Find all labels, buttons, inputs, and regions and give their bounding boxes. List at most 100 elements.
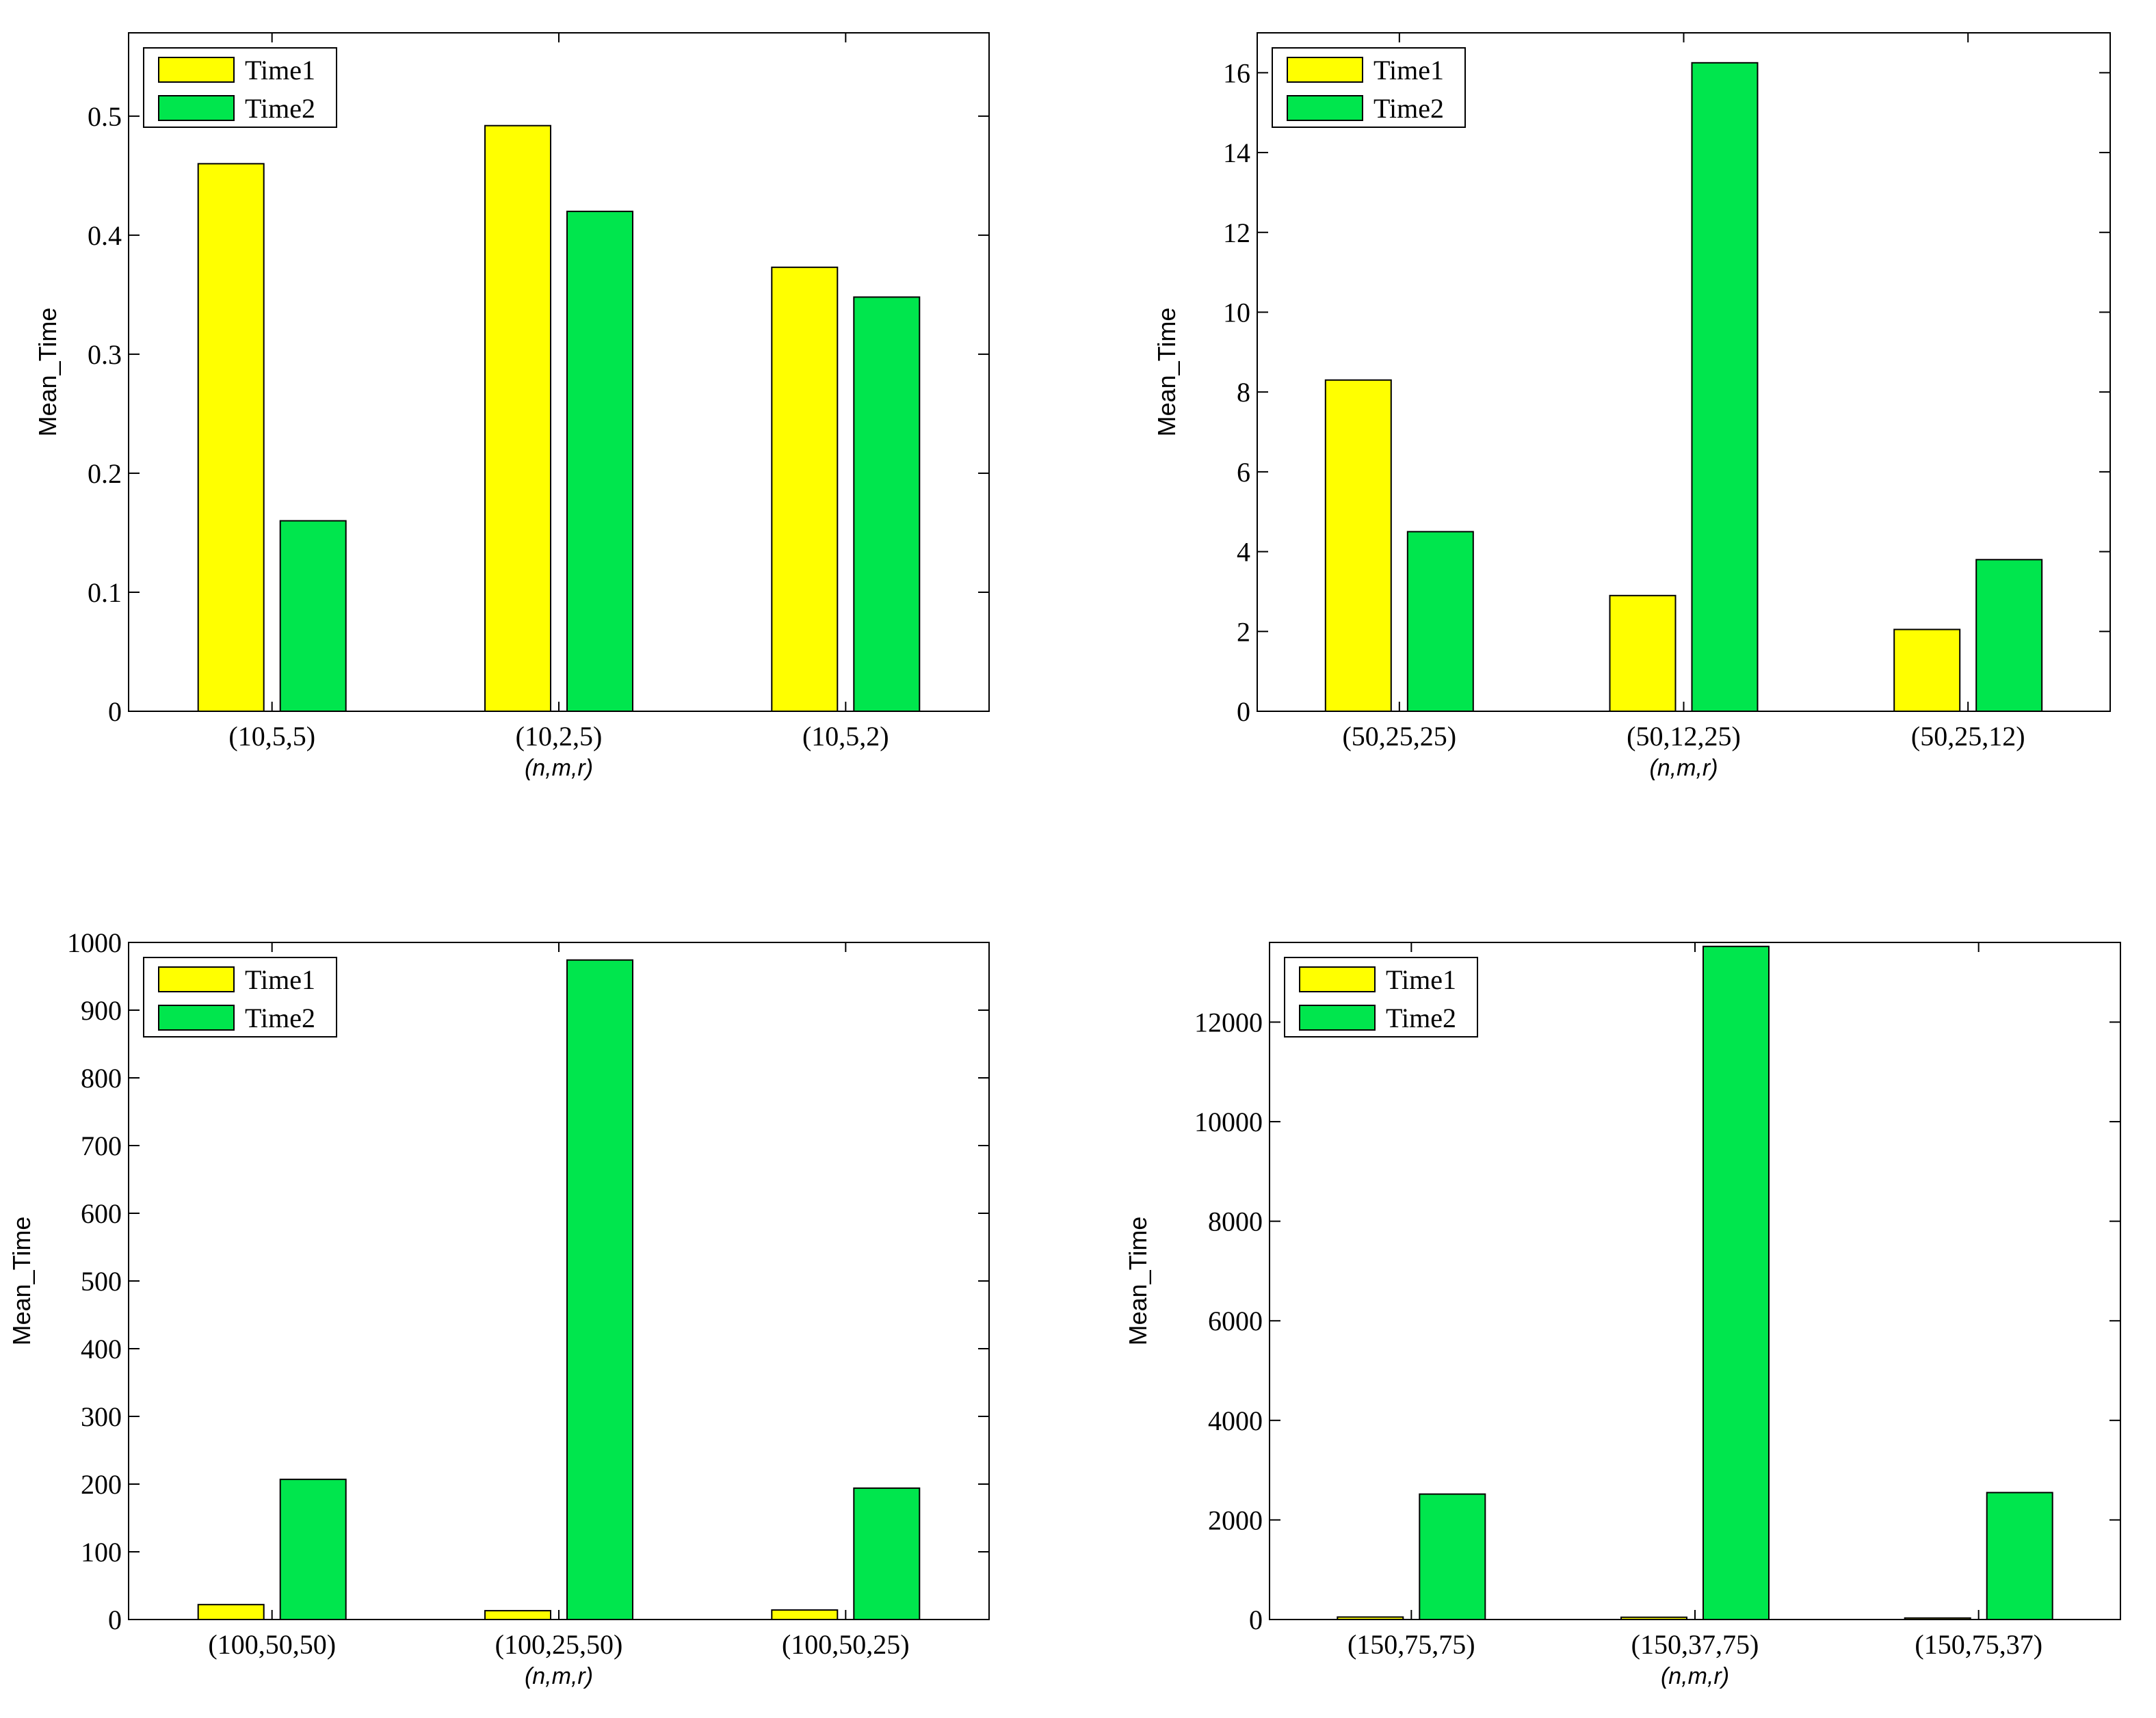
y-tick-label: 10000 [1194,1107,1263,1137]
y-tick-label: 2000 [1208,1505,1263,1535]
y-tick-label: 6 [1237,457,1250,488]
y-tick-label: 12000 [1194,1007,1263,1038]
y-tick-label: 0.4 [88,220,122,251]
x-tick-label: (100,50,50) [208,1629,336,1660]
x-tick-label: (150,75,37) [1915,1629,2042,1660]
bar-time1-1 [197,163,265,712]
x-tick-label: (100,25,50) [495,1629,623,1660]
legend: Time1 Time2 [1272,47,1466,128]
bar-time2-1 [1406,531,1474,713]
axes-frame [128,32,990,712]
axes-frame [1269,942,2121,1620]
bar-time1-1 [1324,379,1392,712]
y-tick-label: 14 [1223,137,1250,168]
bar-time2-1 [279,1479,347,1621]
legend-swatch-time1 [158,966,235,992]
y-axis-label: Mean_Time [1153,308,1181,437]
x-tick-label: (10,5,2) [802,721,889,752]
bar-time2-2 [1691,62,1759,713]
x-tick-label: (10,2,5) [516,721,603,752]
bar-time2-3 [853,296,921,712]
legend-label-time2: Time2 [245,93,315,124]
y-tick-label: 0.2 [88,458,122,489]
y-tick-label: 700 [81,1131,122,1161]
y-axis-label: Mean_Time [8,1217,36,1346]
bar-time2-2 [566,211,633,713]
axes-frame [1257,32,2111,712]
axes-frame [128,942,990,1620]
y-tick-label: 12 [1223,217,1250,248]
y-tick-label: 4 [1237,537,1250,568]
legend-swatch-time1 [1299,966,1376,992]
legend-label-time2: Time2 [1386,1003,1456,1033]
legend-swatch-time1 [158,57,235,83]
y-tick-label: 0 [108,696,122,727]
chart-panel-2: (50,25,25) (50,12,25) (50,25,12) 0 2 4 6 8 10 12 1… [1153,32,2111,781]
bar-time2-2 [566,959,633,1620]
legend-swatch-time1 [1287,57,1363,83]
x-tick-label: (50,25,25) [1342,721,1456,752]
y-tick-label: 16 [1223,57,1250,88]
x-tick-label: (50,25,12) [1911,721,2025,752]
legend-label-time1: Time1 [245,964,315,995]
bar-time2-3 [1986,1492,2053,1620]
y-axis-label: Mean_Time [1124,1217,1152,1346]
legend: Time1 Time2 [1284,957,1478,1038]
bar-time1-3 [771,1609,839,1621]
y-tick-label: 100 [81,1537,122,1568]
y-tick-label: 300 [81,1401,122,1432]
y-axis-label: Mean_Time [34,308,62,437]
bar-time2-1 [279,520,347,712]
chart-panel-3: (100,50,50) (100,25,50) (100,50,25) 0 100 200… [8,927,990,1689]
legend-label-time2: Time2 [245,1003,315,1033]
bar-time1-1 [197,1604,265,1620]
y-tick-label: 0 [1249,1604,1263,1635]
y-tick-label: 4000 [1208,1405,1263,1436]
x-axis-label: (n,m,r) [525,1663,593,1689]
x-tick-label: (150,75,75) [1348,1629,1475,1660]
chart-panel-1: (10,5,5) (10,2,5) (10,5,2) 0 0.1 0.2 0.3 0.4 0.5… [34,32,990,781]
y-tick-label: 8 [1237,377,1250,408]
legend-label-time1: Time1 [245,55,315,85]
bar-time2-3 [1975,559,2043,712]
y-tick-label: 10 [1223,298,1250,328]
legend-swatch-time2 [1299,1005,1376,1031]
legend: Time1 Time2 [143,47,337,128]
y-tick-label: 200 [81,1469,122,1500]
bar-time2-3 [853,1487,921,1620]
bar-time1-3 [771,266,839,712]
y-tick-label: 8000 [1208,1206,1263,1237]
bar-time1-2 [484,124,551,712]
y-tick-label: 0.3 [88,339,122,370]
y-tick-label: 0.5 [88,101,122,132]
legend-swatch-time2 [158,95,235,121]
y-tick-label: 1000 [67,927,122,958]
legend-swatch-time2 [158,1005,235,1031]
legend-label-time2: Time2 [1373,93,1444,124]
legend: Time1 Time2 [143,957,337,1038]
y-tick-label: 900 [81,995,122,1026]
x-axis-label: (n,m,r) [525,755,593,781]
bar-time1-2 [484,1610,551,1621]
x-axis-label: (n,m,r) [1649,755,1718,781]
x-tick-label: (150,37,75) [1631,1629,1759,1660]
bar-time2-1 [1419,1493,1486,1621]
x-tick-label: (10,5,5) [228,721,315,752]
y-tick-label: 0 [108,1604,122,1635]
y-tick-label: 500 [81,1266,122,1297]
x-tick-label: (50,12,25) [1627,721,1741,752]
legend-label-time1: Time1 [1373,55,1444,85]
y-tick-label: 6000 [1208,1306,1263,1336]
y-tick-label: 800 [81,1063,122,1094]
x-axis-label: (n,m,r) [1661,1663,1729,1689]
y-tick-label: 600 [81,1198,122,1229]
chart-panel-4: (150,75,75) (150,37,75) (150,75,37) 0 2000 40… [1124,942,2121,1689]
legend-label-time1: Time1 [1386,964,1456,995]
bar-time1-3 [1893,629,1961,713]
y-tick-label: 0.1 [88,577,122,608]
bar-time1-2 [1609,594,1677,712]
y-tick-label: 400 [81,1334,122,1364]
bar-time2-2 [1703,945,1770,1621]
y-tick-label: 2 [1237,616,1250,647]
